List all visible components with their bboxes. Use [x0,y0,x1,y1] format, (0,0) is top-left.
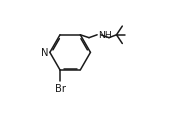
Text: Br: Br [54,83,65,93]
Text: N: N [41,48,49,58]
Text: NH: NH [98,31,112,40]
